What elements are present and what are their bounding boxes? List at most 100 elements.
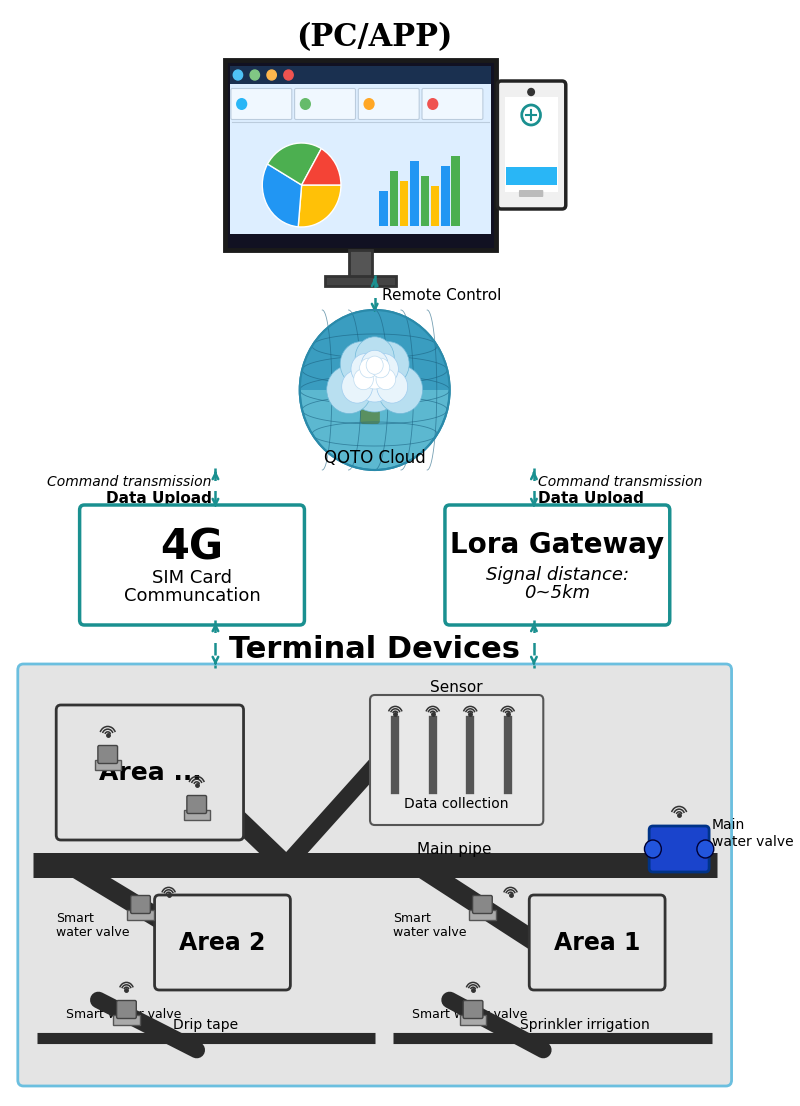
FancyBboxPatch shape (460, 1015, 486, 1025)
Wedge shape (262, 164, 302, 227)
Circle shape (354, 368, 374, 389)
Text: Area ...: Area ... (98, 761, 201, 784)
Circle shape (267, 70, 276, 80)
Text: (PC/APP): (PC/APP) (297, 22, 453, 53)
Circle shape (345, 348, 405, 413)
FancyBboxPatch shape (130, 896, 150, 914)
FancyBboxPatch shape (360, 406, 380, 424)
Circle shape (378, 366, 422, 414)
Text: Data Upload: Data Upload (538, 490, 643, 505)
FancyBboxPatch shape (441, 166, 450, 226)
Text: Area 2: Area 2 (179, 930, 266, 954)
Text: Main pipe: Main pipe (417, 842, 491, 857)
Circle shape (366, 356, 383, 374)
Circle shape (236, 98, 247, 109)
Circle shape (234, 70, 242, 80)
Wedge shape (298, 185, 341, 227)
Text: Smart: Smart (56, 911, 94, 925)
Text: SIM Card: SIM Card (152, 568, 232, 587)
FancyBboxPatch shape (187, 795, 206, 814)
FancyBboxPatch shape (506, 167, 558, 185)
Circle shape (367, 342, 409, 386)
Wedge shape (302, 148, 341, 185)
FancyBboxPatch shape (230, 66, 491, 234)
Circle shape (300, 98, 311, 109)
FancyBboxPatch shape (94, 760, 121, 770)
Text: 0~5km: 0~5km (524, 584, 590, 602)
Circle shape (360, 358, 378, 378)
Text: Terminal Devices: Terminal Devices (229, 636, 520, 665)
FancyBboxPatch shape (649, 826, 709, 872)
Circle shape (340, 342, 382, 386)
FancyBboxPatch shape (463, 1001, 483, 1019)
Text: Drip tape: Drip tape (174, 1018, 238, 1032)
FancyBboxPatch shape (154, 895, 290, 990)
FancyBboxPatch shape (117, 1001, 136, 1019)
FancyBboxPatch shape (421, 176, 429, 226)
Text: Sprinkler irrigation: Sprinkler irrigation (520, 1018, 650, 1032)
Text: Smart: Smart (394, 911, 431, 925)
Circle shape (355, 337, 394, 378)
FancyBboxPatch shape (114, 1015, 139, 1025)
Circle shape (362, 351, 388, 379)
FancyBboxPatch shape (325, 276, 396, 286)
FancyBboxPatch shape (379, 191, 388, 226)
Circle shape (351, 354, 380, 385)
FancyBboxPatch shape (231, 88, 292, 119)
FancyBboxPatch shape (410, 161, 418, 226)
Circle shape (284, 70, 293, 80)
FancyBboxPatch shape (358, 88, 419, 119)
FancyBboxPatch shape (445, 505, 670, 625)
Circle shape (427, 98, 438, 109)
FancyBboxPatch shape (56, 705, 243, 839)
FancyBboxPatch shape (431, 186, 439, 226)
FancyBboxPatch shape (422, 88, 483, 119)
FancyBboxPatch shape (370, 695, 543, 825)
FancyBboxPatch shape (498, 81, 566, 209)
Text: Smart water valve: Smart water valve (412, 1009, 527, 1022)
Circle shape (342, 371, 373, 403)
Circle shape (645, 839, 662, 858)
FancyBboxPatch shape (230, 66, 491, 84)
Circle shape (376, 368, 396, 389)
Text: Command transmission: Command transmission (538, 474, 702, 489)
Circle shape (250, 70, 259, 80)
Circle shape (300, 310, 450, 470)
FancyBboxPatch shape (505, 97, 558, 192)
Circle shape (697, 839, 714, 858)
FancyBboxPatch shape (18, 664, 731, 1086)
FancyBboxPatch shape (340, 366, 372, 394)
Circle shape (363, 98, 374, 109)
Text: Sensor: Sensor (430, 680, 483, 696)
FancyBboxPatch shape (377, 384, 401, 406)
Text: Main: Main (712, 818, 745, 832)
Wedge shape (267, 143, 322, 185)
Text: Lora Gateway: Lora Gateway (450, 531, 665, 559)
FancyBboxPatch shape (350, 250, 372, 278)
FancyBboxPatch shape (390, 171, 398, 226)
Text: Data collection: Data collection (405, 797, 509, 811)
Circle shape (528, 88, 534, 95)
Text: QOTO Cloud: QOTO Cloud (324, 449, 426, 467)
Text: Communcation: Communcation (124, 587, 261, 605)
FancyBboxPatch shape (470, 910, 495, 920)
FancyBboxPatch shape (127, 910, 154, 920)
Wedge shape (300, 310, 450, 390)
Text: Command transmission: Command transmission (47, 474, 212, 489)
FancyBboxPatch shape (473, 896, 492, 914)
Circle shape (371, 358, 390, 378)
Circle shape (354, 358, 395, 401)
FancyBboxPatch shape (183, 810, 210, 820)
Text: Data Upload: Data Upload (106, 490, 212, 505)
Circle shape (326, 366, 372, 414)
FancyBboxPatch shape (530, 895, 665, 990)
FancyBboxPatch shape (294, 88, 355, 119)
Text: Area 1: Area 1 (554, 930, 640, 954)
Circle shape (377, 371, 408, 403)
FancyBboxPatch shape (451, 156, 460, 226)
Text: Signal distance:: Signal distance: (486, 566, 629, 584)
FancyBboxPatch shape (400, 181, 409, 226)
Text: water valve: water valve (56, 926, 130, 939)
FancyBboxPatch shape (225, 60, 497, 250)
Circle shape (370, 354, 398, 385)
